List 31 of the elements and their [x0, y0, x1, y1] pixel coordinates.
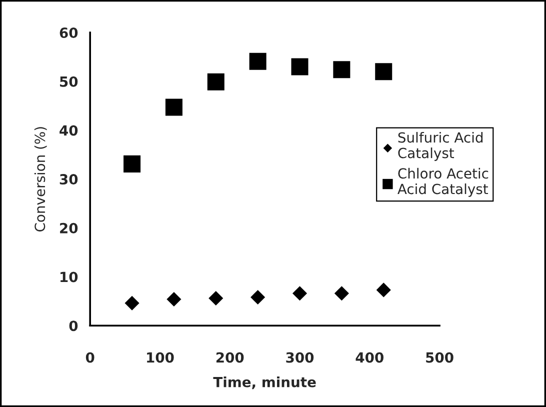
point: [375, 63, 392, 80]
point: [166, 292, 182, 307]
x-tick-label: 100: [147, 352, 174, 363]
point: [291, 58, 308, 76]
point: [333, 61, 350, 78]
legend-label: Sulfuric Acid Catalyst: [398, 132, 483, 161]
x-tick-label: 400: [356, 352, 384, 363]
x-tick-label: 500: [426, 352, 454, 363]
point: [124, 296, 140, 310]
y-tick-label: 30: [60, 174, 78, 185]
point: [208, 290, 224, 306]
y-tick-label: 50: [60, 76, 78, 87]
y-tick-label: 10: [60, 272, 78, 282]
point: [249, 52, 266, 70]
point: [207, 73, 224, 90]
legend-label: Chloro Acetic Acid Catalyst: [398, 168, 488, 197]
y-tick-label: 0: [69, 320, 78, 332]
point: [124, 155, 141, 172]
y-tick-label: 40: [60, 125, 78, 136]
x-tick-label: 0: [86, 352, 94, 363]
point: [165, 98, 182, 116]
y-axis-title: Conversion (%): [34, 127, 47, 232]
point: [334, 286, 349, 301]
y-tick-label: 60: [60, 28, 78, 38]
x-axis-title: Time, minute: [213, 376, 316, 390]
point: [376, 282, 391, 298]
y-tick-label: 20: [60, 222, 78, 234]
point: [292, 286, 308, 301]
x-tick-label: 300: [286, 352, 314, 363]
point: [250, 290, 266, 305]
x-tick-label: 200: [216, 352, 244, 363]
